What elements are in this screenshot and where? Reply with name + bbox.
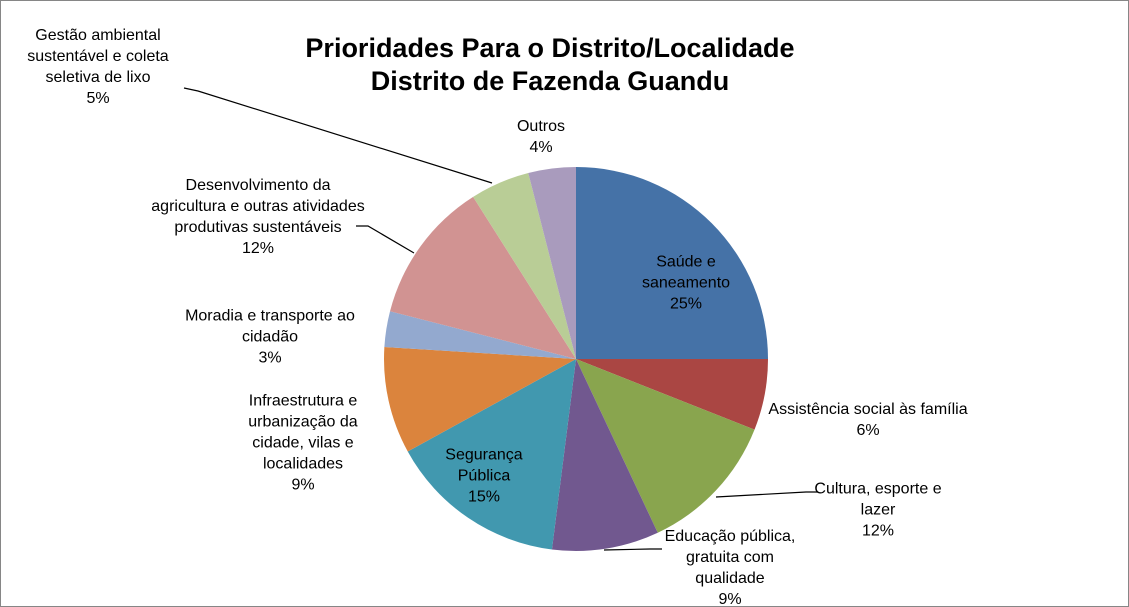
slice-value: 12% (241, 240, 275, 257)
pie-slice (551, 359, 658, 551)
slice-label: Desenvolvimento da agricultura e outras … (151, 175, 366, 259)
pie-slice (576, 359, 755, 533)
chart-title: Prioridades Para o Distrito/Localidade (305, 33, 795, 63)
slice-name: Desenvolvimento da agricultura e outras … (151, 177, 365, 236)
slice-name: Saúde e saneamento (641, 253, 731, 292)
slice-value: 12% (861, 522, 895, 540)
slice-name: Cultura, esporte e lazer (814, 480, 942, 519)
slice-label: Cultura, esporte e lazer 12% (803, 479, 953, 542)
leader-lines (183, 87, 818, 551)
pie (383, 167, 768, 551)
pie-slice (576, 167, 768, 359)
slice-value: 4% (529, 139, 553, 156)
slice-value: 5% (86, 90, 110, 107)
slice-name: Gestão ambiental sustentável e coleta se… (27, 27, 169, 86)
pie-slice (473, 173, 576, 359)
slice-label: Gestão ambiental sustentável e coleta se… (6, 25, 191, 109)
pie-slice (383, 346, 576, 452)
leader-line (183, 87, 493, 184)
slice-label: Segurança Pública 15% (429, 445, 539, 508)
slice-name: Infraestrutura e urbanização da cidade, … (248, 392, 358, 473)
slice-label: Saúde e saneamento 25% (621, 252, 751, 315)
pie-slice (390, 196, 576, 359)
pie-slice (407, 359, 576, 550)
slice-value: 3% (258, 349, 282, 367)
slice-name: Segurança Pública (445, 446, 523, 485)
slice-label: Assistência social às família 6% (768, 399, 968, 441)
slice-label: Infraestrutura e urbanização da cidade, … (223, 391, 383, 496)
chart-title: Distrito de Fazenda Guandu (370, 66, 730, 96)
slice-name: Educação pública, gratuita com qualidade (664, 528, 796, 587)
slice-name: Moradia e transporte ao cidadão (185, 307, 355, 346)
slice-value: 6% (856, 422, 880, 439)
pie-slice (528, 167, 576, 359)
slice-value: 25% (669, 295, 703, 313)
slice-label: Outros 4% (501, 116, 581, 158)
slice-value: 15% (467, 488, 501, 506)
slice-label: Moradia e transporte ao cidadão 3% (165, 306, 375, 369)
slice-name: Outros (516, 118, 565, 135)
slice-name: Assistência social às família (768, 401, 968, 418)
pie-slice (576, 359, 768, 430)
slice-value: 9% (291, 476, 315, 494)
leader-line (356, 225, 415, 254)
slice-value: 9% (718, 591, 742, 607)
slice-label: Educação pública, gratuita com qualidade… (655, 526, 805, 607)
leader-line (603, 548, 662, 551)
leader-line (715, 491, 818, 498)
pie-slice (384, 311, 576, 359)
